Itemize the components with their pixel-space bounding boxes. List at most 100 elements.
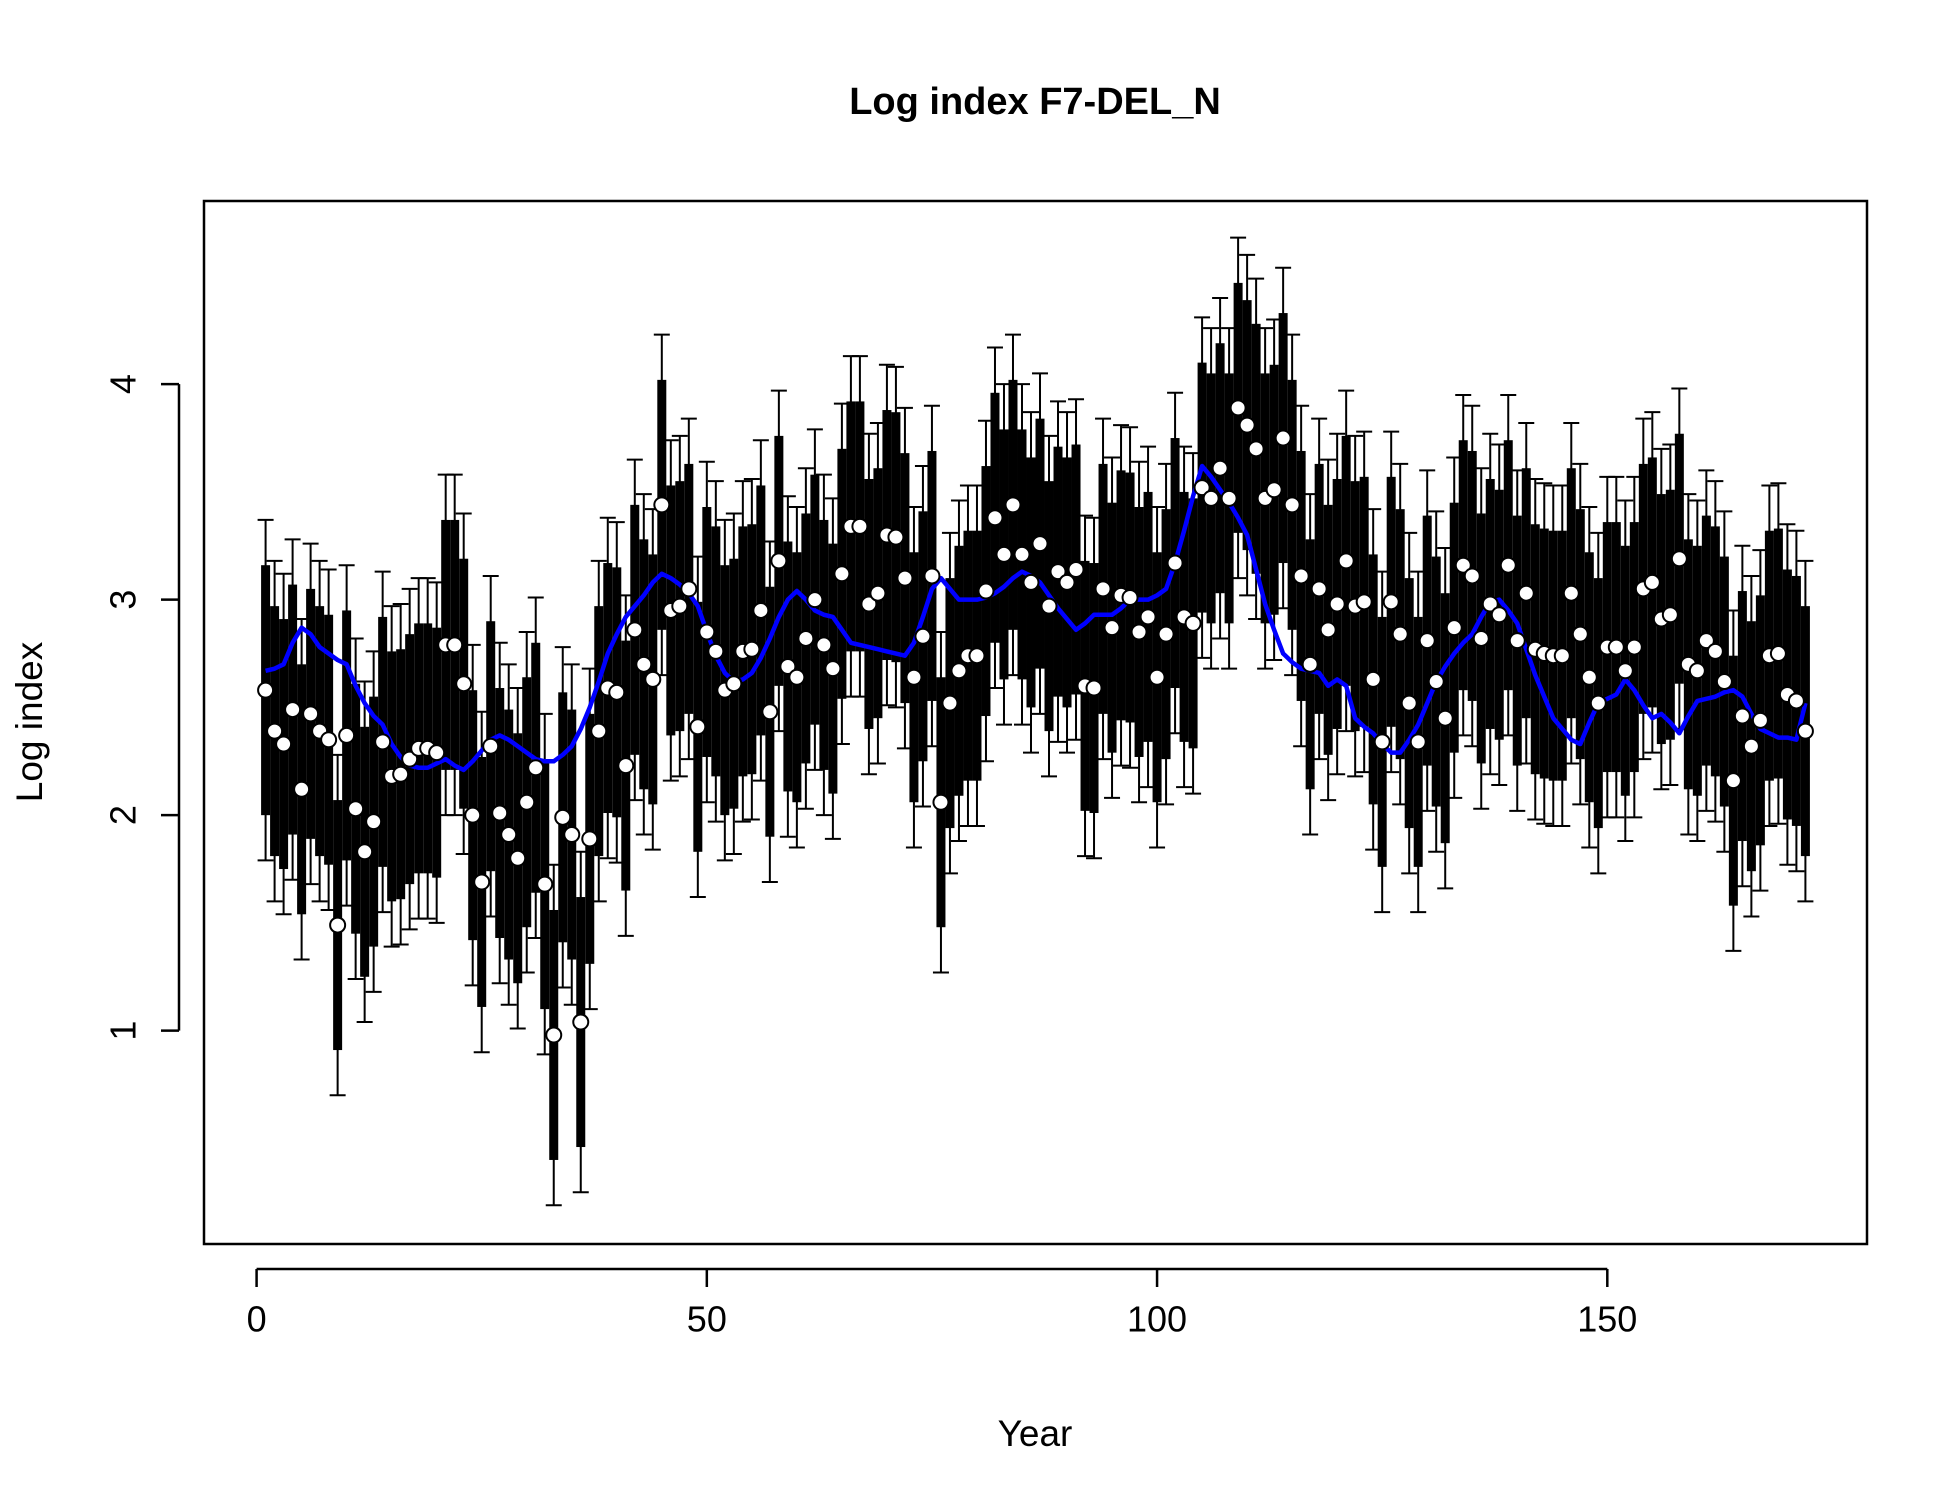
data-point — [554, 808, 572, 826]
data-point — [1319, 621, 1337, 639]
data-point — [1085, 679, 1103, 697]
x-axis-label: Year — [998, 1413, 1073, 1454]
data-point — [1427, 673, 1445, 691]
data-point — [869, 584, 887, 602]
data-point — [536, 875, 554, 893]
data-point — [1292, 567, 1310, 585]
data-point — [743, 640, 761, 658]
data-point — [644, 670, 662, 688]
data-point — [1742, 737, 1760, 755]
data-point — [1193, 479, 1211, 497]
data-point — [1481, 595, 1499, 613]
data-point — [680, 580, 698, 598]
y-tick-label: 4 — [103, 374, 144, 394]
data-point — [1607, 638, 1625, 656]
y-tick-label: 2 — [103, 805, 144, 825]
data-point — [527, 759, 545, 777]
data-point — [1724, 772, 1742, 790]
data-point — [356, 843, 374, 861]
y-axis-label: Log index — [9, 641, 50, 802]
data-point — [1274, 429, 1292, 447]
x-tick-label: 150 — [1577, 1299, 1637, 1340]
data-point — [1508, 632, 1526, 650]
data-point — [1220, 489, 1238, 507]
data-point — [914, 627, 932, 645]
data-point — [590, 722, 608, 740]
data-point — [1157, 625, 1175, 643]
data-point — [1328, 595, 1346, 613]
x-tick-label: 100 — [1127, 1299, 1187, 1340]
data-point — [1490, 606, 1508, 624]
data-point — [1706, 642, 1724, 660]
data-point — [761, 703, 779, 721]
data-point — [608, 683, 626, 701]
data-point — [1373, 733, 1391, 751]
data-point — [1130, 623, 1148, 641]
data-point — [1301, 655, 1319, 673]
data-point — [302, 705, 320, 723]
data-point — [932, 793, 950, 811]
data-point — [1040, 597, 1058, 615]
data-point — [1751, 711, 1769, 729]
data-point — [671, 597, 689, 615]
data-point — [482, 737, 500, 755]
data-point — [1391, 625, 1409, 643]
data-point — [266, 722, 284, 740]
data-point — [293, 780, 311, 798]
data-point — [1688, 662, 1706, 680]
data-point — [1787, 692, 1805, 710]
data-point — [401, 750, 419, 768]
data-point — [563, 826, 581, 844]
data-point — [1472, 629, 1490, 647]
data-point — [1229, 399, 1247, 417]
data-point — [1643, 573, 1661, 591]
y-tick-label: 3 — [103, 590, 144, 610]
data-point — [572, 1013, 590, 1031]
data-point — [887, 528, 905, 546]
data-point — [1355, 593, 1373, 611]
data-point — [1625, 638, 1643, 656]
data-point — [1571, 625, 1589, 643]
data-point — [833, 565, 851, 583]
data-point — [1103, 619, 1121, 637]
data-point — [518, 793, 536, 811]
data-point — [635, 655, 653, 673]
data-point — [581, 830, 599, 848]
chart-title: Log index F7-DEL_N — [849, 81, 1221, 123]
data-point — [374, 733, 392, 751]
data-point — [1418, 632, 1436, 650]
data-point — [455, 675, 473, 693]
data-point — [1148, 668, 1166, 686]
data-point — [806, 591, 824, 609]
y-tick-label: 1 — [103, 1021, 144, 1041]
data-point — [779, 657, 797, 675]
data-point — [500, 826, 518, 844]
data-point — [1049, 563, 1067, 581]
data-point — [1364, 670, 1382, 688]
data-point — [698, 623, 716, 641]
data-point — [770, 552, 788, 570]
data-point — [473, 873, 491, 891]
data-point — [905, 668, 923, 686]
data-point — [1670, 550, 1688, 568]
data-point — [977, 582, 995, 600]
data-point — [1067, 560, 1085, 578]
data-point — [1310, 580, 1328, 598]
data-point — [725, 675, 743, 693]
data-point — [1409, 733, 1427, 751]
data-point — [1238, 416, 1256, 434]
data-point — [995, 545, 1013, 563]
data-point — [1589, 694, 1607, 712]
data-point — [1454, 556, 1472, 574]
data-point — [1562, 584, 1580, 602]
data-point — [1283, 496, 1301, 514]
data-point — [788, 668, 806, 686]
data-point — [1553, 647, 1571, 665]
data-point — [1211, 459, 1229, 477]
data-point — [509, 849, 527, 867]
data-point — [860, 595, 878, 613]
data-point — [1382, 593, 1400, 611]
data-point — [1445, 619, 1463, 637]
